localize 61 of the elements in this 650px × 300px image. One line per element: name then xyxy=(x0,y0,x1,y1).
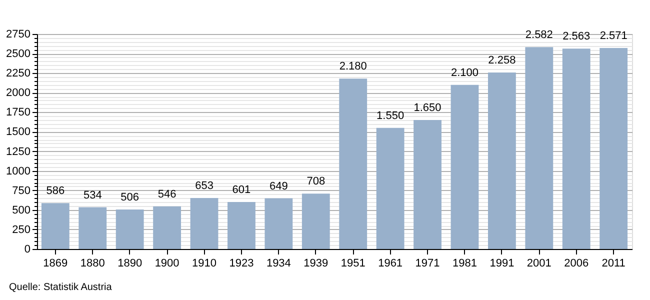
bar xyxy=(600,48,628,249)
bar xyxy=(153,206,182,249)
data-label: 586 xyxy=(46,185,65,198)
x-tick-label: 2001 xyxy=(526,258,552,270)
source-note: Quelle: Statistik Austria xyxy=(9,282,112,293)
x-tick-label: 1991 xyxy=(490,258,514,270)
x-tick-label: 1971 xyxy=(415,258,440,270)
data-label: 546 xyxy=(158,188,176,200)
data-label: 2.100 xyxy=(450,66,479,79)
bar xyxy=(190,198,218,249)
bar xyxy=(41,203,70,249)
bar xyxy=(414,120,442,249)
y-tick-label: 1250 xyxy=(6,146,30,158)
x-tick-label: 2011 xyxy=(602,258,626,270)
x-tick-label: 1951 xyxy=(340,258,366,270)
data-label: 534 xyxy=(83,189,102,202)
y-tick-label: 1000 xyxy=(6,165,30,178)
data-label: 649 xyxy=(270,180,288,192)
y-tick-label: 500 xyxy=(12,204,30,216)
bar xyxy=(450,84,479,249)
data-label: 1.550 xyxy=(376,110,404,122)
data-label: 2.180 xyxy=(339,60,367,73)
data-label: 1.650 xyxy=(414,102,442,114)
bar xyxy=(376,128,404,249)
y-tick-label: 2250 xyxy=(6,68,30,80)
x-tick-label: 1900 xyxy=(154,258,180,270)
bar xyxy=(525,47,554,249)
x-tick-label: 1890 xyxy=(118,258,142,270)
data-label: 653 xyxy=(195,180,214,192)
x-tick-label: 1880 xyxy=(80,258,105,270)
y-tick-label: 1500 xyxy=(6,126,30,138)
y-tick-label: 2000 xyxy=(6,87,30,100)
bar xyxy=(339,78,368,249)
x-tick-label: 2006 xyxy=(564,258,589,270)
x-tick-label: 1910 xyxy=(192,258,217,270)
bar xyxy=(488,72,516,249)
x-tick-label: 1961 xyxy=(378,258,403,270)
x-tick-label: 1923 xyxy=(229,258,254,270)
y-tick-label: 0 xyxy=(24,244,30,256)
x-tick-label: 1981 xyxy=(452,258,477,270)
x-tick-label: 1869 xyxy=(43,258,68,270)
bar xyxy=(264,198,293,249)
data-label: 506 xyxy=(120,191,140,204)
bar xyxy=(562,48,590,249)
bar xyxy=(116,209,144,249)
data-label: 601 xyxy=(232,184,251,196)
data-label: 2.582 xyxy=(525,29,553,42)
data-label: 2.563 xyxy=(562,30,590,43)
data-label: 2.258 xyxy=(488,54,516,66)
bar xyxy=(302,194,330,249)
y-tick-label: 750 xyxy=(12,184,30,197)
y-tick-label: 1750 xyxy=(6,106,30,119)
data-label: 708 xyxy=(306,176,326,188)
bar xyxy=(228,202,256,249)
y-tick-label: 2500 xyxy=(6,48,30,60)
x-tick-label: 1939 xyxy=(304,258,328,270)
y-tick-label: 250 xyxy=(12,224,30,236)
y-tick-label: 2750 xyxy=(6,28,30,40)
x-tick-label: 1934 xyxy=(266,258,291,270)
bar xyxy=(78,207,107,249)
data-label: 2.571 xyxy=(600,30,628,42)
